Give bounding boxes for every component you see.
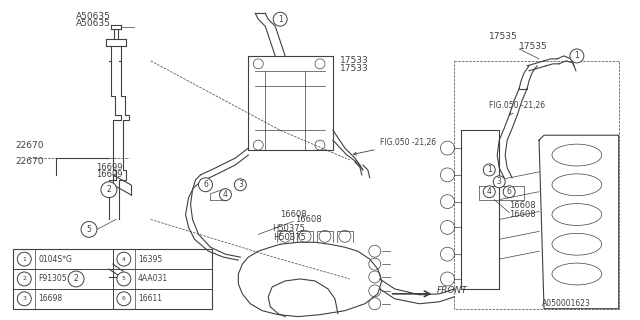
Circle shape xyxy=(68,271,84,287)
Text: 16699: 16699 xyxy=(96,163,122,172)
Text: 22670: 22670 xyxy=(15,141,44,150)
Circle shape xyxy=(198,178,212,192)
Circle shape xyxy=(234,179,246,191)
Text: 16611: 16611 xyxy=(138,294,162,303)
Circle shape xyxy=(81,221,97,237)
Text: 6: 6 xyxy=(203,180,208,189)
Text: 16608: 16608 xyxy=(295,215,322,224)
Text: 0104S*G: 0104S*G xyxy=(38,255,72,264)
Text: 17535: 17535 xyxy=(489,32,518,41)
Text: 22670: 22670 xyxy=(15,157,44,166)
Circle shape xyxy=(220,189,232,201)
Text: 4: 4 xyxy=(223,190,228,199)
Text: 17535: 17535 xyxy=(519,43,548,52)
Circle shape xyxy=(273,12,287,26)
Circle shape xyxy=(570,49,584,63)
Text: 3: 3 xyxy=(497,177,502,186)
Text: FRONT: FRONT xyxy=(436,286,467,295)
Circle shape xyxy=(483,186,495,198)
Text: H50375: H50375 xyxy=(273,233,306,242)
Text: A50635: A50635 xyxy=(76,19,111,28)
Text: 1: 1 xyxy=(575,52,579,60)
Text: A50635: A50635 xyxy=(76,12,111,21)
Circle shape xyxy=(101,182,117,198)
Text: 4: 4 xyxy=(487,187,492,196)
Text: 17533: 17533 xyxy=(340,64,369,73)
Text: 16698: 16698 xyxy=(38,294,62,303)
Text: FIG.050 -21,26: FIG.050 -21,26 xyxy=(489,101,545,115)
Text: F91305: F91305 xyxy=(38,275,67,284)
Circle shape xyxy=(17,252,31,266)
Text: 17533: 17533 xyxy=(340,56,369,65)
Text: 2: 2 xyxy=(74,275,79,284)
Text: H50375: H50375 xyxy=(272,224,305,233)
Text: 2: 2 xyxy=(22,276,26,282)
Text: 1: 1 xyxy=(278,15,282,24)
Circle shape xyxy=(17,272,31,286)
Text: 1: 1 xyxy=(487,165,492,174)
Text: FIG.050 -21,26: FIG.050 -21,26 xyxy=(353,138,436,155)
Text: 4: 4 xyxy=(122,257,126,262)
Text: 16395: 16395 xyxy=(138,255,162,264)
Text: 1: 1 xyxy=(22,257,26,262)
Text: 16608: 16608 xyxy=(509,210,536,219)
Text: 2: 2 xyxy=(106,185,111,194)
Text: 16699: 16699 xyxy=(96,170,122,180)
Text: 5: 5 xyxy=(86,225,92,234)
Circle shape xyxy=(117,252,131,266)
Text: 16608: 16608 xyxy=(509,201,536,210)
Circle shape xyxy=(117,292,131,306)
Circle shape xyxy=(493,176,505,188)
Circle shape xyxy=(503,186,515,198)
Circle shape xyxy=(17,292,31,306)
Text: 16608: 16608 xyxy=(280,211,307,220)
Text: 4AA031: 4AA031 xyxy=(138,275,168,284)
Text: A050001623: A050001623 xyxy=(542,299,591,308)
Text: 6: 6 xyxy=(507,187,511,196)
Text: 3: 3 xyxy=(22,296,26,301)
Circle shape xyxy=(117,272,131,286)
Text: 5: 5 xyxy=(122,276,126,282)
Text: 6: 6 xyxy=(122,296,126,301)
Circle shape xyxy=(483,164,495,176)
Text: 3: 3 xyxy=(238,180,243,189)
